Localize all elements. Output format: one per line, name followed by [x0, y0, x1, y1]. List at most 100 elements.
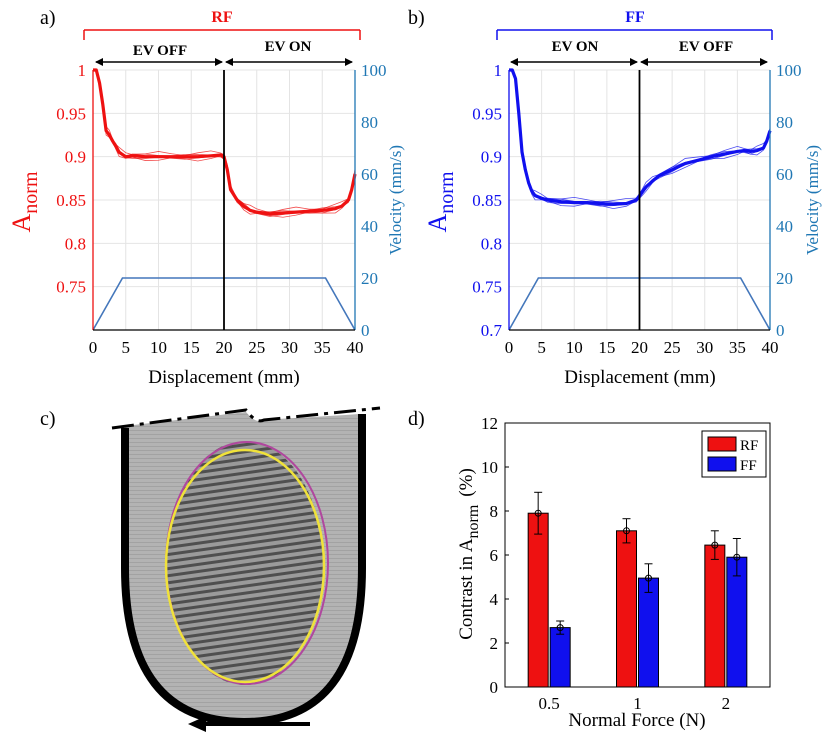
panel-b-xtick-label-3: 15 [598, 338, 615, 357]
panel-a-ytick-right-label-1: 20 [361, 269, 378, 288]
panel-b-xlabel: Displacement (mm) [564, 367, 715, 388]
panel-a: a) RF EV OFF EV ON 0 5 10 15 20 25 30 35 400.750… [7, 7, 405, 388]
panel-a-mean-trace [93, 68, 357, 216]
panel-b-ytick-label-0: 0.7 [481, 321, 503, 340]
panel-a-plot: 0 5 10 15 20 25 30 35 400.750.80.850.90.95102040… [56, 61, 386, 357]
panel-b-xtick-label-5: 25 [664, 338, 681, 357]
panel-d-ytick-label-1: 2 [490, 634, 499, 653]
panel-d-bar-ff-0 [549, 627, 571, 688]
panel-d-ylabel: Contrast in Anorm (%) [456, 468, 482, 640]
panel-a-xtick-label-2: 10 [150, 338, 167, 357]
panel-b-ytick-right-label-1: 20 [776, 269, 793, 288]
panel-a-xtick-label-1: 5 [122, 338, 131, 357]
panel-d-ytick-label-3: 6 [490, 546, 499, 565]
panel-b-ytick-label-4: 0.9 [481, 148, 502, 167]
panel-b-ylabel-right-text: Velocity (mm/s) [803, 145, 822, 255]
panel-d-ylabel-sub: norm [465, 504, 482, 538]
panel-b-ytick-label-1: 0.75 [472, 278, 502, 297]
panel-d-ylabel-unit: (%) [456, 468, 477, 496]
fingerprint-ridges [167, 441, 323, 685]
panel-a-ytick-right-label-0: 0 [361, 321, 370, 340]
panel-d-xtick-label-2: 2 [722, 694, 731, 713]
panel-b-title: FF [625, 9, 645, 26]
panel-b-ytick-label-3: 0.85 [472, 191, 502, 210]
panel-d-xtick-label-0: 0.5 [539, 694, 560, 713]
panel-b-ytick-right-label-2: 40 [776, 217, 793, 236]
panel-d-ytick-label-4: 8 [490, 502, 499, 521]
panel-b-ytick-right-label-5: 100 [776, 61, 802, 80]
panel-b-ytick-label-2: 0.8 [481, 234, 502, 253]
sliding-direction-arrow [188, 716, 310, 732]
panel-c: c) [40, 406, 381, 732]
svg-text:Contrast in Anorm(%): Contrast in Anorm (%) [456, 468, 482, 640]
panel-a-xtick-label-0: 0 [89, 338, 98, 357]
panel-d-bar-rf-0 [527, 512, 549, 688]
panel-a-ytick-right-label-2: 40 [361, 217, 378, 236]
panel-b-ylabel-sub: norm [436, 171, 458, 214]
panel-a-xtick-label-5: 25 [248, 338, 265, 357]
panel-a-ylabel-main: A [7, 214, 36, 233]
panel-d-xlabel: Normal Force (N) [568, 710, 705, 731]
panel-a-xtick-label-4: 20 [216, 338, 233, 357]
panel-b-ytick-label-6: 1 [494, 61, 503, 80]
contact-ellipse-fit-yellow [164, 448, 326, 684]
panel-b-xtick-label-4: 20 [631, 338, 648, 357]
panel-d-xtick-label-1: 1 [633, 694, 642, 713]
panel-d-letter: d) [408, 408, 425, 430]
panel-a-title-bracket [83, 29, 361, 40]
panel-b-ytick-label-5: 0.95 [472, 104, 502, 123]
panel-b-xtick-label-8: 40 [762, 338, 779, 357]
panel-a-letter: a) [40, 7, 56, 29]
panel-d-ytick-label-0: 0 [490, 678, 499, 697]
panel-d-bar-rf-1 [616, 530, 637, 688]
panel-b-ylabel-main: A [423, 214, 452, 233]
panel-a-xtick-label-3: 15 [183, 338, 200, 357]
panel-d-legend-label-rf: RF [740, 438, 758, 454]
svg-text:Anorm: Anorm [423, 171, 458, 232]
panel-a-title: RF [211, 9, 233, 26]
panel-a-ytick-right-label-4: 80 [361, 113, 378, 132]
panel-a-phase-left: EV OFF [133, 43, 187, 59]
panel-d-ytick-label-2: 4 [490, 590, 499, 609]
panel-d-legend-swatch-rf [707, 436, 737, 452]
panel-d-mean-marker-ff-1 [645, 574, 652, 582]
svg-text:Anorm: Anorm [7, 171, 42, 232]
panel-a-xtick-label-7: 35 [314, 338, 331, 357]
finger-top-edge-dashdot [111, 406, 381, 430]
panel-a-ylabel-right-text: Velocity (mm/s) [386, 145, 405, 255]
fingertip-image [125, 412, 362, 720]
panel-b-mean-trace [509, 68, 772, 206]
panel-a-phase-right: EV ON [265, 39, 312, 55]
panel-b-ylabel: Anorm [423, 171, 458, 232]
panel-b-xtick-label-2: 10 [566, 338, 583, 357]
panel-a-ytick-right-label-5: 100 [361, 61, 387, 80]
panel-b-plot: 0 5 10 15 20 25 30 35 400.70.750.80.850.90.95102… [472, 61, 801, 357]
panel-b-xtick-label-0: 0 [505, 338, 514, 357]
panel-d-bar-ff-2 [726, 556, 748, 688]
panel-a-ylabel-sub: norm [20, 171, 42, 214]
panel-d-ytick-label-6: 12 [481, 414, 498, 433]
panel-d-bar-rf-2 [704, 544, 726, 688]
panel-a-ytick-label-2: 0.85 [56, 191, 86, 210]
panel-a-ytick-label-3: 0.9 [65, 148, 86, 167]
panel-b: b) FF EV ON EV OFF 0 5 10 15 20 25 30 35 400.70.… [408, 7, 822, 388]
panel-d-mean-marker-rf-2 [711, 541, 719, 549]
panel-b-ylabel-right: Velocity (mm/s) [803, 145, 822, 255]
panel-d-mean-marker-rf-0 [534, 509, 542, 517]
panel-b-phase-left: EV ON [552, 39, 599, 55]
panel-a-ytick-right-label-3: 60 [361, 165, 378, 184]
panel-d-mean-marker-ff-2 [733, 553, 741, 561]
panel-b-xtick-label-1: 5 [537, 338, 546, 357]
panel-d-legend-label-ff: FF [740, 458, 757, 474]
panel-a-ytick-label-0: 0.75 [56, 278, 86, 297]
panel-d-ytick-label-5: 10 [481, 458, 498, 477]
panel-d-mean-marker-rf-1 [623, 527, 630, 535]
panel-a-xtick-label-8: 40 [347, 338, 364, 357]
panel-b-phase-right: EV OFF [679, 39, 733, 55]
panel-a-ylabel-right: Velocity (mm/s) [386, 145, 405, 255]
panel-a-ylabel: Anorm [7, 171, 42, 232]
panel-b-ytick-right-label-0: 0 [776, 321, 785, 340]
